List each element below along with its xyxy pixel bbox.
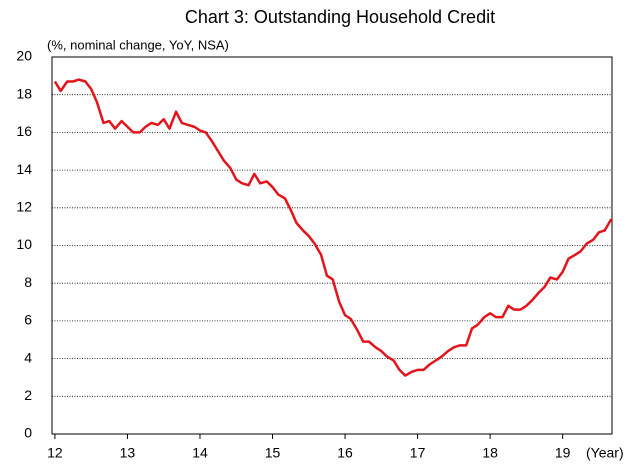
line-series bbox=[53, 78, 613, 377]
x-tick-label: 18 bbox=[482, 445, 498, 461]
y-tick-label: 16 bbox=[16, 123, 32, 139]
y-tick-label: 6 bbox=[24, 312, 32, 328]
y-tick-label: 20 bbox=[16, 48, 32, 64]
y-tick-label: 14 bbox=[16, 161, 32, 177]
x-tick-label: 15 bbox=[265, 445, 281, 461]
y-tick-label: 2 bbox=[24, 387, 32, 403]
y-tick-label: 18 bbox=[16, 85, 32, 101]
y-tick-label: 0 bbox=[24, 425, 32, 441]
y-tick-label: 10 bbox=[16, 236, 32, 252]
x-tick-label: 16 bbox=[337, 445, 353, 461]
chart-title: Chart 3: Outstanding Household Credit bbox=[185, 7, 495, 27]
x-tick-label: 13 bbox=[120, 445, 136, 461]
y-tick-label: 12 bbox=[16, 199, 32, 215]
x-tick-label: 19 bbox=[555, 445, 571, 461]
x-axis-label: (Year) bbox=[586, 445, 624, 461]
x-tick-label: 17 bbox=[410, 445, 426, 461]
y-axis-label: (%, nominal change, YoY, NSA) bbox=[47, 37, 229, 52]
x-tick-label: 12 bbox=[47, 445, 63, 461]
x-tick-label: 14 bbox=[192, 445, 208, 461]
plot-frame bbox=[51, 56, 613, 435]
y-tick-label: 4 bbox=[24, 349, 32, 365]
y-tick-label: 8 bbox=[24, 274, 32, 290]
